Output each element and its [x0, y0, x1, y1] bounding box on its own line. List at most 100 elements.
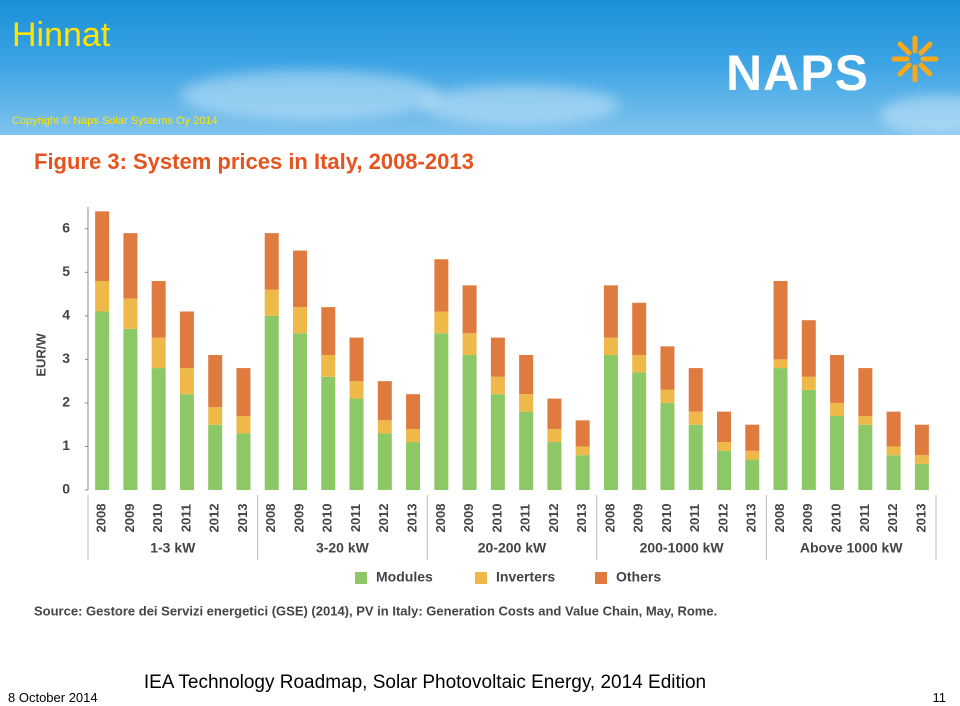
bar-segment: [349, 337, 364, 382]
bar-segment: [745, 450, 760, 460]
bar-segment: [830, 355, 845, 403]
bar-segment: [462, 333, 477, 356]
bar-segment: [660, 402, 675, 490]
bar-segment: [858, 424, 873, 490]
bar-segment: [603, 337, 618, 356]
bar-segment: [349, 398, 364, 490]
bar-segment: [490, 394, 505, 490]
source: Source: Gestore dei Servizi energetici (…: [34, 603, 717, 618]
x-tick-label: 2012: [207, 504, 222, 533]
bar-segment: [914, 424, 929, 456]
x-tick-label: 2010: [320, 504, 335, 533]
bar-segment: [519, 411, 534, 490]
bar-segment: [434, 311, 449, 334]
bar-segment: [688, 411, 703, 425]
bar-segment: [236, 368, 251, 416]
bar-segment: [179, 394, 194, 490]
y-tick-label: 2: [62, 394, 70, 410]
y-tick-label: 0: [62, 481, 70, 497]
bar-segment: [830, 402, 845, 416]
x-tick-label: 2011: [178, 504, 193, 532]
bar-segment: [801, 376, 816, 390]
y-axis-label: EUR/W: [33, 333, 48, 377]
bar-segment: [603, 355, 618, 490]
bar-segment: [462, 285, 477, 334]
y-tick-label: 3: [62, 350, 70, 366]
bar-segment: [547, 398, 562, 430]
bar-segment: [745, 424, 760, 451]
chart-title: Figure 3: System prices in Italy, 2008-2…: [34, 149, 474, 174]
bar-segment: [151, 368, 166, 490]
bar-segment: [208, 424, 223, 490]
bar-segment: [490, 376, 505, 395]
group-label: 200-1000 kW: [640, 540, 725, 556]
bar-segment: [95, 281, 110, 312]
x-tick-label: 2008: [263, 504, 278, 533]
x-tick-label: 2009: [800, 504, 815, 533]
bar-segment: [519, 394, 534, 412]
group-label: Above 1000 kW: [800, 540, 903, 556]
bar-segment: [547, 442, 562, 490]
x-tick-label: 2008: [433, 504, 448, 533]
bar-segment: [914, 463, 929, 490]
bar-segment: [914, 455, 929, 464]
bar-segment: [236, 433, 251, 490]
bar-segment: [434, 259, 449, 312]
bar-segment: [179, 368, 194, 395]
bar-segment: [688, 424, 703, 490]
chart: Figure 3: System prices in Italy, 2008-2…: [33, 149, 937, 618]
x-tick-label: 2012: [376, 504, 391, 533]
x-tick-label: 2013: [405, 504, 420, 533]
bar-segment: [208, 355, 223, 408]
bar-segment: [264, 315, 279, 490]
bar-segment: [406, 442, 421, 490]
x-tick-label: 2008: [602, 504, 617, 533]
bar-segment: [179, 311, 194, 369]
legend-label: Inverters: [496, 569, 555, 585]
caption: IEA Technology Roadmap, Solar Photovolta…: [143, 672, 707, 693]
bar-segment: [236, 415, 251, 434]
slide-title: Hinnat: [12, 16, 111, 54]
date: 8 October 2014: [8, 690, 98, 705]
bar-segment: [208, 407, 223, 425]
bar-segment: [151, 337, 166, 369]
y-tick-label: 4: [62, 307, 70, 323]
bar-segment: [858, 368, 873, 416]
x-tick-label: 2009: [122, 504, 137, 533]
x-tick-label: 2009: [631, 504, 646, 533]
bar-segment: [717, 411, 731, 443]
page-number: 11: [932, 690, 947, 705]
x-tick-label: 2010: [489, 504, 504, 533]
x-tick-label: 2010: [150, 504, 165, 533]
x-tick-label: 2013: [574, 504, 589, 533]
bar-segment: [632, 302, 647, 356]
bar-segment: [293, 307, 307, 334]
bar-segment: [717, 442, 731, 451]
header: Hinnat Copyright © Naps Solar Systems Oy…: [0, 0, 960, 135]
x-tick-label: 2011: [518, 504, 533, 532]
bar-segment: [349, 381, 364, 399]
bar-segment: [406, 394, 421, 430]
bar-segment: [95, 211, 110, 282]
logo: NAPS: [726, 45, 869, 101]
x-tick-label: 2009: [461, 504, 476, 533]
bar-segment: [519, 355, 534, 395]
bar-segment: [858, 415, 873, 425]
bar-segment: [773, 281, 788, 360]
bar-segment: [660, 389, 675, 403]
legend-label: Modules: [376, 569, 433, 585]
bar-segment: [717, 450, 731, 490]
bar-segment: [434, 333, 449, 490]
bar-segment: [886, 411, 901, 447]
x-tick-label: 2010: [659, 504, 674, 533]
legend-label: Others: [616, 569, 661, 585]
bar-segment: [575, 455, 590, 490]
bar-segment: [123, 233, 138, 299]
x-tick-label: 2010: [829, 504, 844, 533]
bar-segment: [660, 346, 675, 390]
bar-segment: [886, 455, 901, 490]
bar-segment: [830, 415, 845, 490]
group-label: 1-3 kW: [150, 540, 196, 556]
x-tick-label: 2012: [885, 504, 900, 533]
x-tick-label: 2011: [348, 504, 363, 532]
